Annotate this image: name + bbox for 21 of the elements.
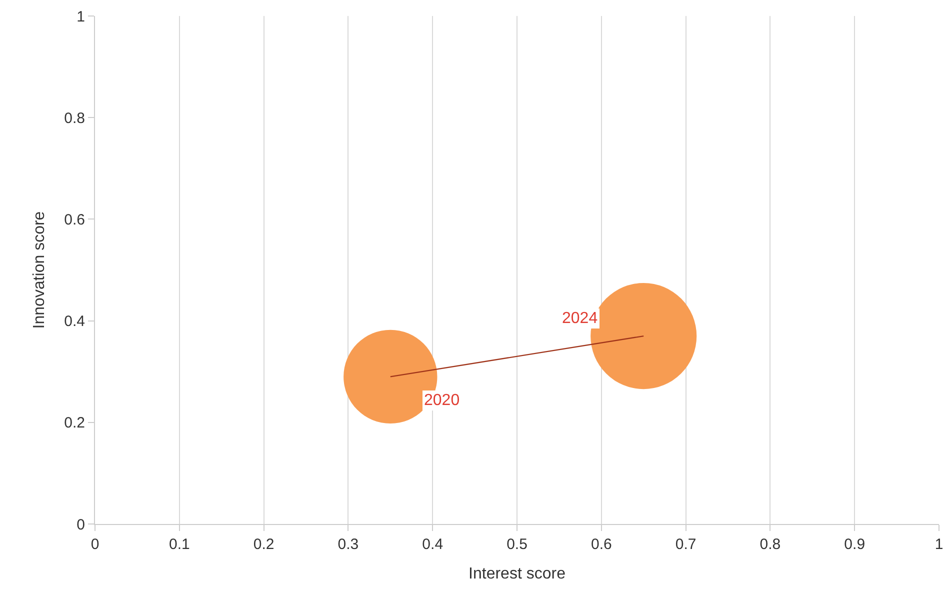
y-tick-label: 0.8 (64, 110, 85, 127)
y-tick-label: 1 (76, 8, 85, 26)
x-tick-label: 0.8 (760, 536, 781, 553)
x-tick-label: 0.1 (168, 536, 190, 553)
x-tick-label: 0.3 (338, 536, 359, 553)
x-tick-label: 0.2 (253, 536, 274, 553)
y-tick-label: 0.4 (64, 313, 85, 330)
x-tick-label: 0 (90, 536, 100, 553)
x-tick-label: 1 (934, 536, 944, 553)
y-tick-label: 0 (76, 516, 85, 534)
x-axis-title: Interest score (468, 566, 566, 583)
x-tick-label: 0.7 (675, 536, 696, 553)
annotation: 2024 (562, 310, 598, 327)
x-tick-label: 0.9 (844, 536, 866, 553)
x-tick-label: 0.6 (590, 536, 612, 553)
annotation: 2020 (424, 392, 460, 409)
x-tick-label: 0.5 (506, 536, 528, 553)
y-axis-title: Innovation score (31, 211, 48, 329)
y-tick-label: 0.6 (64, 211, 85, 228)
y-tick-label: 0.2 (64, 414, 85, 432)
x-tick-label: 0.4 (422, 536, 444, 553)
